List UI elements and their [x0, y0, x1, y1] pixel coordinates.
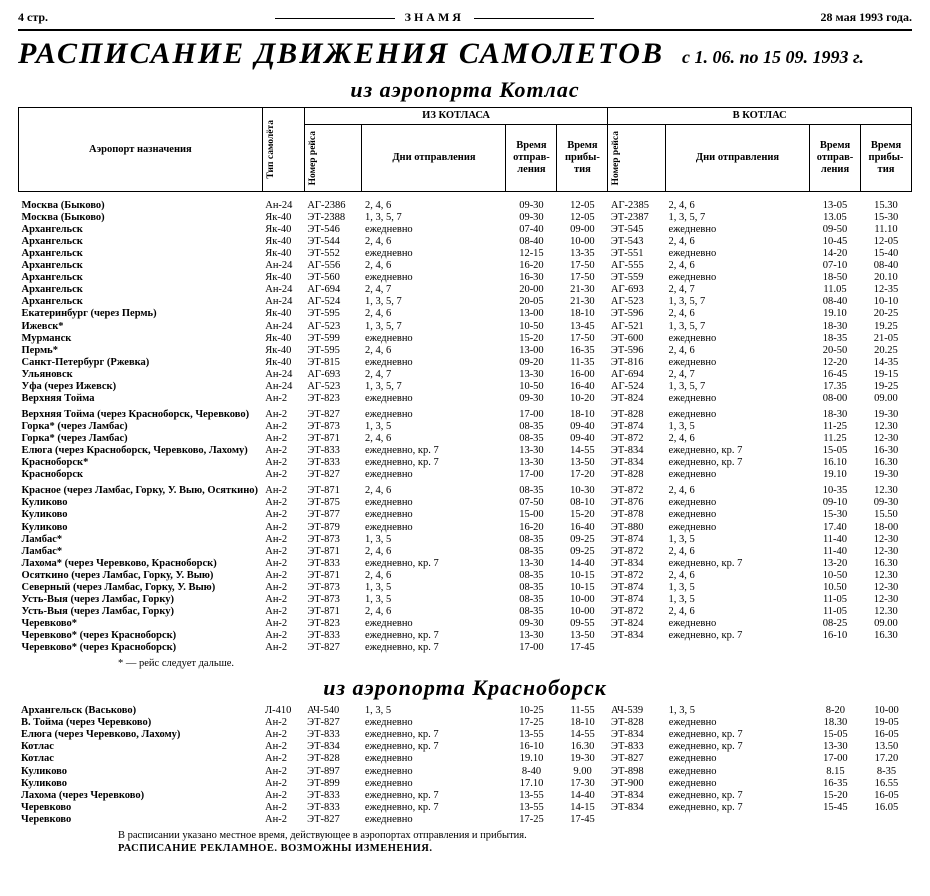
table-row: Северный (через Ламбас, Горку, У. Выю)Ан…	[19, 582, 912, 594]
table-row: КуликовоАн-2ЭТ-879ежедневно16-2016-40ЭТ-…	[19, 522, 912, 534]
table-row: ЧеревковоАн-2ЭТ-833ежедневно, кр. 713-55…	[18, 802, 912, 814]
kotlas-table: Аэропорт назначения Тип самолёта ИЗ КОТЛ…	[18, 107, 912, 654]
th-days-in: Дни отправления	[665, 124, 809, 191]
table-row: Горка* (через Ламбас)Ан-2ЭТ-8731, 3, 508…	[19, 421, 912, 433]
th-days-out: Дни отправления	[362, 124, 506, 191]
table-row: В. Тойма (через Черевково)Ан-2ЭТ-827ежед…	[18, 717, 912, 729]
footnote-2: РАСПИСАНИЕ РЕКЛАМНОЕ. ВОЗМОЖНЫ ИЗМЕНЕНИЯ…	[118, 843, 912, 854]
section-title-krasnoborsk: из аэропорта Красноборск	[18, 675, 912, 701]
issue-date: 28 мая 1993 года.	[821, 10, 912, 25]
section-title-kotlas: из аэропорта Котлас	[18, 77, 912, 103]
table-row: Уфа (через Ижевск)Ан-24АГ-5231, 3, 5, 71…	[19, 381, 912, 393]
masthead: РАСПИСАНИЕ ДВИЖЕНИЯ САМОЛЕТОВ с 1. 06. п…	[18, 29, 912, 71]
table-row: КуликовоАн-2ЭТ-899ежедневно17.1017-30ЭТ-…	[18, 778, 912, 790]
table-row: КуликовоАн-2ЭТ-877ежедневно15-0015-20ЭТ-…	[19, 509, 912, 521]
table-row: Черевково* (через Красноборск)Ан-2ЭТ-827…	[19, 642, 912, 654]
table-row: Лахома (через Черевково)Ан-2ЭТ-833ежедне…	[18, 790, 912, 802]
period: с 1. 06. по 15 09. 1993 г.	[682, 47, 864, 67]
table-row: Москва (Быково)Ан-24АГ-23862, 4, 609-301…	[19, 200, 912, 212]
th-in: В КОТЛАС	[608, 108, 912, 125]
table-row: Осяткино (через Ламбас, Горку, У. Выю)Ан…	[19, 570, 912, 582]
th-fno-out: Номер рейса	[304, 124, 362, 191]
table-row: Красное (через Ламбас, Горку, У. Выю, Ос…	[19, 485, 912, 497]
table-row: КотласАн-2ЭТ-828ежедневно19.1019-30ЭТ-82…	[18, 753, 912, 765]
page-number: 4 стр.	[18, 10, 48, 25]
table-row: Москва (Быково)Як-40ЭТ-23881, 3, 5, 709-…	[19, 212, 912, 224]
table-row: АрхангельскАн-24АГ-5241, 3, 5, 720-0521-…	[19, 296, 912, 308]
table-row: Пермь*Як-40ЭТ-5952, 4, 613-0016-35ЭТ-596…	[19, 345, 912, 357]
table-row: Ижевск*Ан-24АГ-5231, 3, 5, 710-5013-45АГ…	[19, 321, 912, 333]
footnote-star: * — рейс следует дальше.	[118, 658, 912, 669]
table-row: Санкт-Петербург (Ржевка)Як-40ЭТ-815ежедн…	[19, 357, 912, 369]
table-row: Усть-Выя (через Ламбас, Горку)Ан-2ЭТ-873…	[19, 594, 912, 606]
table-row: Елюга (через Черевково, Лахому)Ан-2ЭТ-83…	[18, 729, 912, 741]
th-arr-in: Время прибы-тия	[860, 124, 911, 191]
newspaper-name: ЗНАМЯ	[48, 10, 820, 25]
table-row: АрхангельскАн-24АГ-5562, 4, 616-2017-50А…	[19, 260, 912, 272]
top-bar: 4 стр. ЗНАМЯ 28 мая 1993 года.	[18, 10, 912, 25]
th-dep-out: Время отправ-ления	[506, 124, 557, 191]
table-row: МурманскЯк-40ЭТ-599ежедневно15-2017-50ЭТ…	[19, 333, 912, 345]
th-fno-in: Номер рейса	[608, 124, 666, 191]
table-row: Верхняя Тойма (через Красноборск, Черевк…	[19, 409, 912, 421]
table-row: Черевково*Ан-2ЭТ-823ежедневно09-3009-55Э…	[19, 618, 912, 630]
table-row: Лахома* (через Черевково, Красноборск)Ан…	[19, 558, 912, 570]
table-row: Ламбас*Ан-2ЭТ-8731, 3, 508-3509-25ЭТ-874…	[19, 534, 912, 546]
table-row: КуликовоАн-2ЭТ-875ежедневно07-5008-10ЭТ-…	[19, 497, 912, 509]
table-row: Усть-Выя (через Ламбас, Горку)Ан-2ЭТ-871…	[19, 606, 912, 618]
th-dest: Аэропорт назначения	[19, 108, 263, 192]
table-row: АрхангельскЯк-40ЭТ-552ежедневно12-1513-3…	[19, 248, 912, 260]
table-row: УльяновскАн-24АГ-6932, 4, 713-3016-00АГ-…	[19, 369, 912, 381]
table-row: КуликовоАн-2ЭТ-897ежедневно8-409.00ЭТ-89…	[18, 766, 912, 778]
th-dep-in: Время отправ-ления	[810, 124, 861, 191]
table-row: КотласАн-2ЭТ-834ежедневно, кр. 716-1016.…	[18, 741, 912, 753]
th-out: ИЗ КОТЛАСА	[304, 108, 608, 125]
table-row: Черевково* (через Красноборск)Ан-2ЭТ-833…	[19, 630, 912, 642]
krasnoborsk-table: Архангельск (Васьково)Л-410АЧ-5401, 3, 5…	[18, 705, 912, 826]
table-row: АрхангельскАн-24АГ-6942, 4, 720-0021-30А…	[19, 284, 912, 296]
table-row: АрхангельскЯк-40ЭТ-560ежедневно16-3017-5…	[19, 272, 912, 284]
table-row: АрхангельскЯк-40ЭТ-5442, 4, 608-4010-00Э…	[19, 236, 912, 248]
table-row: Ламбас*Ан-2ЭТ-8712, 4, 608-3509-25ЭТ-872…	[19, 546, 912, 558]
main-title: РАСПИСАНИЕ ДВИЖЕНИЯ САМОЛЕТОВ	[18, 37, 664, 70]
table-row: Архангельск (Васьково)Л-410АЧ-5401, 3, 5…	[18, 705, 912, 717]
table-row: КрасноборскАн-2ЭТ-827ежедневно17-0017-20…	[19, 469, 912, 481]
table-row: АрхангельскЯк-40ЭТ-546ежедневно07-4009-0…	[19, 224, 912, 236]
footnote-1: В расписании указано местное время, дейс…	[118, 830, 912, 841]
th-plane: Тип самолёта	[262, 108, 304, 192]
table-row: Елюга (через Красноборск, Черевково, Лах…	[19, 445, 912, 457]
table-row: Верхняя ТоймаАн-2ЭТ-823ежедневно09-3010-…	[19, 393, 912, 405]
table-row: Красноборск*Ан-2ЭТ-833ежедневно, кр. 713…	[19, 457, 912, 469]
table-row: Горка* (через Ламбас)Ан-2ЭТ-8712, 4, 608…	[19, 433, 912, 445]
table-row: ЧеревковоАн-2ЭТ-827ежедневно17-2517-45	[18, 814, 912, 826]
th-arr-out: Время прибы-тия	[557, 124, 608, 191]
table-row: Екатеринбург (через Пермь)Як-40ЭТ-5952, …	[19, 308, 912, 320]
